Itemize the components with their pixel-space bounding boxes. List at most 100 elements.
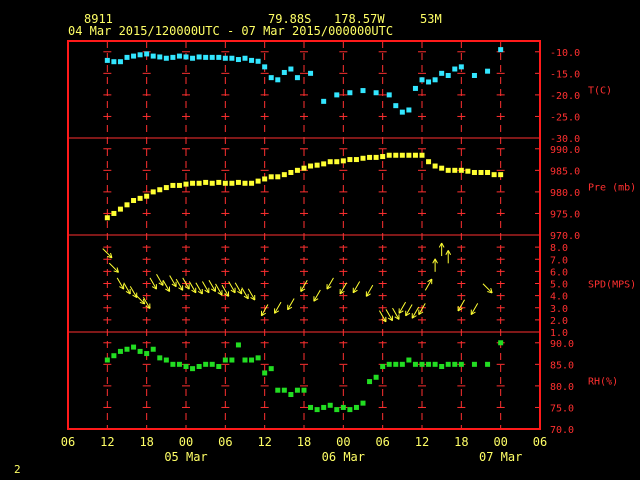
- humidity-point: [327, 402, 333, 408]
- temperature-point: [294, 75, 300, 81]
- pressure-point: [255, 178, 261, 184]
- temperature-point: [458, 64, 464, 70]
- temperature-ytick-label: -15.0: [550, 69, 580, 80]
- temperature-label: T(C): [588, 86, 612, 97]
- wind-arrow: [234, 282, 243, 295]
- humidity-point: [432, 361, 438, 367]
- wind-arrow: [156, 273, 164, 286]
- x-tick-label: 18: [139, 435, 153, 449]
- humidity-ytick-label: 85.0: [550, 360, 574, 371]
- pressure-point: [268, 174, 274, 180]
- pressure-point: [347, 157, 353, 163]
- humidity-point: [176, 361, 182, 367]
- temperature-point: [485, 68, 491, 74]
- humidity-point: [314, 407, 320, 413]
- wind-arrow: [482, 283, 493, 294]
- humidity-point: [131, 344, 137, 350]
- humidity-point: [308, 404, 314, 410]
- pressure-point: [471, 169, 477, 175]
- wind-arrow: [287, 298, 295, 311]
- temperature-point: [222, 55, 228, 61]
- humidity-point: [340, 404, 346, 410]
- wind-arrow: [169, 275, 177, 288]
- temperature-point: [183, 54, 189, 60]
- pressure-point: [386, 152, 392, 158]
- x-tick-label: 00: [336, 435, 350, 449]
- temperature-point: [308, 70, 314, 76]
- x-tick-label: 06: [533, 435, 547, 449]
- wind-arrow: [116, 277, 125, 290]
- pressure-point: [426, 159, 432, 165]
- wind-arrow: [300, 280, 308, 292]
- temperature-point: [445, 72, 451, 78]
- temperature-point: [242, 55, 248, 61]
- wind-arrow: [241, 287, 249, 300]
- wind-arrow: [378, 310, 387, 323]
- pressure-ytick-label: 975.0: [550, 209, 580, 220]
- humidity-ytick-label: 80.0: [550, 382, 574, 393]
- humidity-point: [203, 361, 209, 367]
- page-number: 2: [14, 463, 21, 476]
- pressure-point: [367, 154, 373, 160]
- pressure-point: [406, 152, 412, 158]
- time-range: 04 Mar 2015/120000UTC - 07 Mar 2015/0000…: [68, 24, 394, 38]
- pressure-point: [275, 174, 281, 180]
- wind-arrow: [208, 280, 216, 292]
- pressure-point: [216, 179, 222, 185]
- pressure-point: [321, 161, 327, 167]
- humidity-point: [426, 361, 432, 367]
- temperature-point: [255, 58, 261, 64]
- pressure-ytick-label: 970.0: [550, 231, 580, 242]
- x-tick-label: 12: [257, 435, 271, 449]
- temperature-point: [439, 70, 445, 76]
- temperature-point: [432, 77, 438, 83]
- humidity-point: [229, 357, 235, 363]
- wind-arrow: [445, 250, 452, 264]
- pressure-point: [334, 159, 340, 165]
- temperature-point: [190, 55, 196, 61]
- pressure-point: [432, 163, 438, 169]
- humidity-point: [353, 404, 359, 410]
- x-tick-label: 00: [493, 435, 507, 449]
- wind-arrow: [418, 303, 426, 316]
- humidity-point: [137, 348, 143, 354]
- wind-arrow: [424, 278, 433, 291]
- wind-arrow: [385, 309, 393, 322]
- temperature-ytick-label: -30.0: [550, 134, 580, 145]
- pressure-point: [412, 152, 418, 158]
- humidity-ytick-label: 70.0: [550, 425, 574, 436]
- pressure-point: [170, 182, 176, 188]
- panels-layer: -10.0 -15.0 -20.0 -25.0 -30.0 T(C) 990.0 985.0 9…: [103, 48, 636, 436]
- x-tick-label: 06: [375, 435, 389, 449]
- temperature-point: [268, 75, 274, 81]
- humidity-point: [209, 361, 215, 367]
- pressure-point: [222, 180, 228, 186]
- pressure-point: [419, 152, 425, 158]
- temperature-point: [176, 53, 182, 59]
- temperature-point: [281, 69, 287, 75]
- pressure-point: [150, 189, 156, 195]
- temperature-point: [170, 54, 176, 60]
- temperature-point: [144, 51, 150, 57]
- humidity-point: [406, 357, 412, 363]
- wind-arrow: [129, 286, 138, 299]
- humidity-point: [321, 404, 327, 410]
- wind-arrow: [102, 248, 113, 259]
- humidity-point: [281, 387, 287, 393]
- humidity-point: [216, 363, 222, 369]
- humidity-point: [255, 355, 261, 361]
- temperature-point: [386, 92, 392, 98]
- humidity-point: [249, 357, 255, 363]
- humidity-point: [380, 363, 386, 369]
- pressure-point: [360, 155, 366, 161]
- temperature-point: [131, 53, 137, 59]
- humidity-point: [485, 361, 491, 367]
- x-tick-label: 00: [179, 435, 193, 449]
- pressure-point: [340, 158, 346, 164]
- wind-arrow: [195, 282, 203, 295]
- humidity-point: [367, 379, 373, 385]
- temperature-point: [471, 72, 477, 78]
- pressure-point: [294, 167, 300, 173]
- pressure-point: [478, 169, 484, 175]
